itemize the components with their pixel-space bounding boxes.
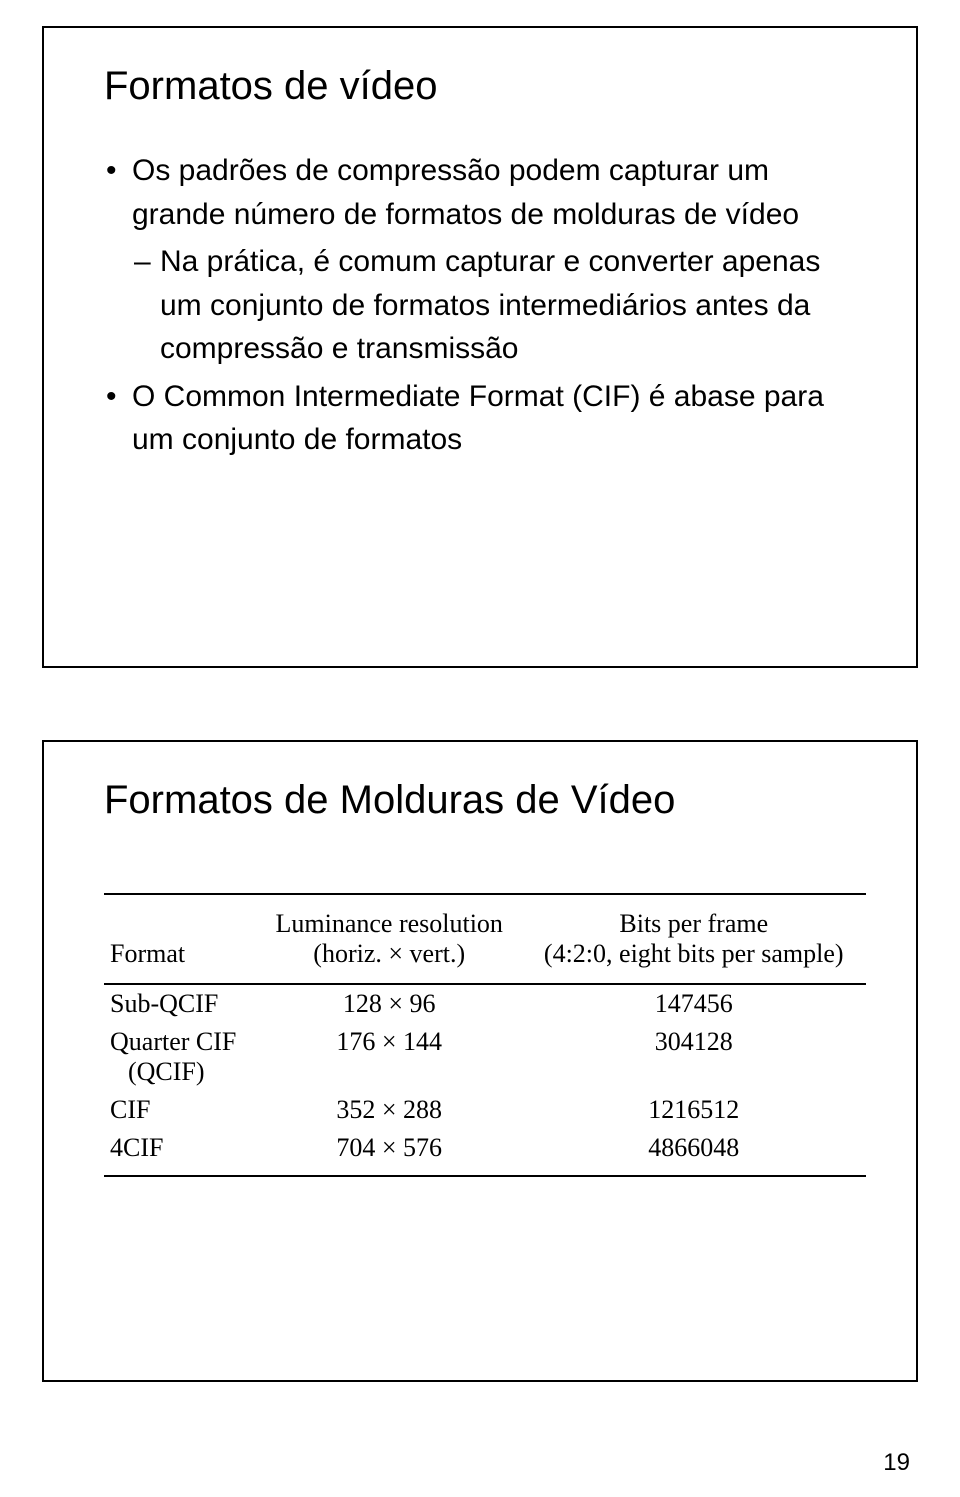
table-row: 4CIF 704 × 576 4866048	[104, 1129, 866, 1176]
table-header-row: Format Luminance resolution (horiz. × ve…	[104, 894, 866, 984]
cell-bits: 1216512	[522, 1091, 866, 1129]
header-text: Luminance resolution	[276, 909, 503, 938]
slide-title: Formatos de vídeo	[104, 64, 866, 109]
header-text: (4:2:0, eight bits per sample)	[544, 939, 844, 968]
col-header-bits: Bits per frame (4:2:0, eight bits per sa…	[522, 894, 866, 984]
format-table-wrap: Format Luminance resolution (horiz. × ve…	[104, 893, 866, 1177]
cell-resolution: 352 × 288	[257, 1091, 522, 1129]
slide-formatos-molduras: Formatos de Molduras de Vídeo Format Lum…	[42, 740, 918, 1382]
slide-formatos-video: Formatos de vídeo Os padrões de compress…	[42, 26, 918, 668]
cell-format: Quarter CIF (QCIF)	[104, 1023, 257, 1091]
header-text: (horiz. × vert.)	[313, 939, 465, 968]
header-text: Format	[110, 939, 185, 968]
cell-bits: 147456	[522, 984, 866, 1023]
cell-resolution: 704 × 576	[257, 1129, 522, 1176]
cell-text: Quarter CIF	[110, 1027, 236, 1056]
sub-text: Na prática, é comum capturar e converter…	[160, 245, 820, 365]
format-table: Format Luminance resolution (horiz. × ve…	[104, 893, 866, 1177]
page-number: 19	[883, 1449, 910, 1477]
bullet-list: Os padrões de compressão podem capturar …	[104, 149, 866, 462]
slide-title: Formatos de Molduras de Vídeo	[104, 778, 866, 823]
cell-bits: 304128	[522, 1023, 866, 1091]
cell-format: Sub-QCIF	[104, 984, 257, 1023]
header-text: Bits per frame	[619, 909, 768, 938]
cell-format: CIF	[104, 1091, 257, 1129]
table-body: Sub-QCIF 128 × 96 147456 Quarter CIF (QC…	[104, 984, 866, 1176]
cell-subtext: (QCIF)	[110, 1057, 251, 1087]
bullet-item: Os padrões de compressão podem capturar …	[104, 149, 866, 371]
col-header-resolution: Luminance resolution (horiz. × vert.)	[257, 894, 522, 984]
sub-list: Na prática, é comum capturar e converter…	[132, 240, 866, 371]
bullet-item: O Common Intermediate Format (CIF) é aba…	[104, 375, 866, 462]
cell-bits: 4866048	[522, 1129, 866, 1176]
table-row: Sub-QCIF 128 × 96 147456	[104, 984, 866, 1023]
cell-text: Sub-QCIF	[110, 989, 218, 1018]
cell-resolution: 128 × 96	[257, 984, 522, 1023]
cell-text: CIF	[110, 1095, 150, 1124]
sub-item: Na prática, é comum capturar e converter…	[132, 240, 866, 371]
cell-text: 4CIF	[110, 1133, 163, 1162]
bullet-text: Os padrões de compressão podem capturar …	[132, 154, 799, 231]
cell-resolution: 176 × 144	[257, 1023, 522, 1091]
bullet-text: O Common Intermediate Format (CIF) é aba…	[132, 380, 824, 457]
col-header-format: Format	[104, 894, 257, 984]
table-row: CIF 352 × 288 1216512	[104, 1091, 866, 1129]
table-row: Quarter CIF (QCIF) 176 × 144 304128	[104, 1023, 866, 1091]
cell-format: 4CIF	[104, 1129, 257, 1176]
